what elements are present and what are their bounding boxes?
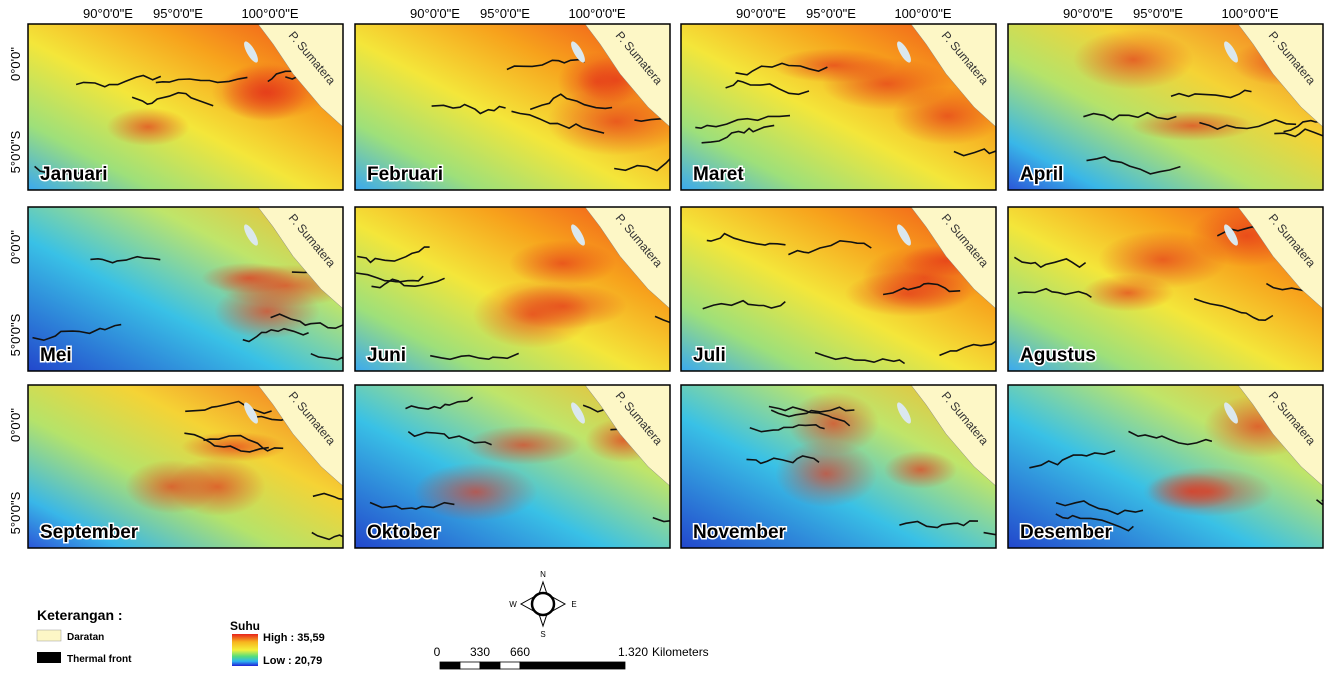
latitude-label: 5°0'0"S — [8, 130, 23, 173]
legend-title: Keterangan : — [37, 607, 123, 623]
longitude-label: 95°0'0"E — [480, 6, 530, 21]
latitude-label: 0°0'0" — [8, 408, 23, 442]
warm-spot — [884, 450, 957, 488]
warm-spot — [1131, 111, 1255, 141]
month-label: Juli — [693, 345, 726, 366]
warm-spot — [788, 392, 879, 455]
warm-spot — [1082, 274, 1174, 311]
month-label: Januari — [40, 164, 108, 185]
longitude-label: 90°0'0"E — [83, 6, 133, 21]
scale-label: 660 — [510, 645, 530, 659]
month-label: September — [40, 522, 139, 543]
longitude-label: 90°0'0"E — [736, 6, 786, 21]
panel-content — [681, 207, 1023, 371]
month-label: Desember — [1020, 522, 1112, 543]
longitude-label: 100°0'0"E — [894, 6, 951, 21]
longitude-label: 95°0'0"E — [806, 6, 856, 21]
legend-item: Daratan — [67, 632, 104, 643]
month-label: Agustus — [1020, 345, 1096, 366]
latitude-label: 0°0'0" — [8, 47, 23, 81]
month-label: April — [1020, 164, 1063, 185]
compass-w: W — [509, 600, 517, 609]
warm-spot — [822, 58, 952, 111]
month-label: Mei — [40, 345, 72, 366]
warm-spot — [465, 425, 582, 464]
scale-segment — [480, 662, 500, 669]
warm-spot — [106, 108, 189, 146]
legend-swatch-front — [37, 652, 61, 663]
warm-spot — [509, 240, 616, 286]
longitude-label: 95°0'0"E — [153, 6, 203, 21]
longitude-label: 100°0'0"E — [241, 6, 298, 21]
warm-spot — [169, 457, 265, 516]
scale-segment — [440, 662, 460, 669]
scale-label: 1.320 — [618, 645, 648, 659]
latitude-label: 5°0'0"S — [8, 313, 23, 356]
scale-segment — [520, 662, 625, 669]
month-label: Oktober — [367, 522, 440, 543]
scale-label: 330 — [470, 645, 490, 659]
scale-segment — [460, 662, 480, 669]
latitude-label: 5°0'0"S — [8, 491, 23, 534]
warm-spot — [473, 281, 592, 348]
warm-spot — [414, 463, 538, 521]
scale-segment — [500, 662, 520, 669]
color-scale-high: High : 35,59 — [263, 632, 325, 644]
compass-e: E — [571, 600, 576, 609]
legend-item: Thermal front — [67, 654, 132, 665]
compass-ring — [532, 593, 554, 615]
compass-s: S — [540, 630, 545, 639]
warm-spot — [845, 271, 972, 316]
longitude-label: 90°0'0"E — [410, 6, 460, 21]
month-label: Februari — [367, 164, 443, 185]
color-ramp — [232, 634, 258, 666]
longitude-label: 100°0'0"E — [1221, 6, 1278, 21]
warm-spot — [1143, 467, 1274, 517]
warm-spot — [1073, 29, 1193, 89]
month-label: November — [693, 522, 787, 543]
longitude-label: 95°0'0"E — [1133, 6, 1183, 21]
legend-swatch-land — [37, 630, 61, 641]
longitude-label: 90°0'0"E — [1063, 6, 1113, 21]
warm-spot — [214, 284, 320, 339]
scale-label: 0 — [434, 645, 441, 659]
latitude-label: 0°0'0" — [8, 230, 23, 264]
compass-n: N — [540, 570, 546, 579]
month-label: Juni — [367, 345, 406, 366]
color-scale-low: Low : 20,79 — [263, 655, 322, 667]
color-scale-title: Suhu — [230, 619, 260, 633]
longitude-label: 100°0'0"E — [568, 6, 625, 21]
panel-content — [28, 207, 386, 371]
month-label: Maret — [693, 164, 744, 185]
scale-unit: Kilometers — [652, 645, 709, 659]
